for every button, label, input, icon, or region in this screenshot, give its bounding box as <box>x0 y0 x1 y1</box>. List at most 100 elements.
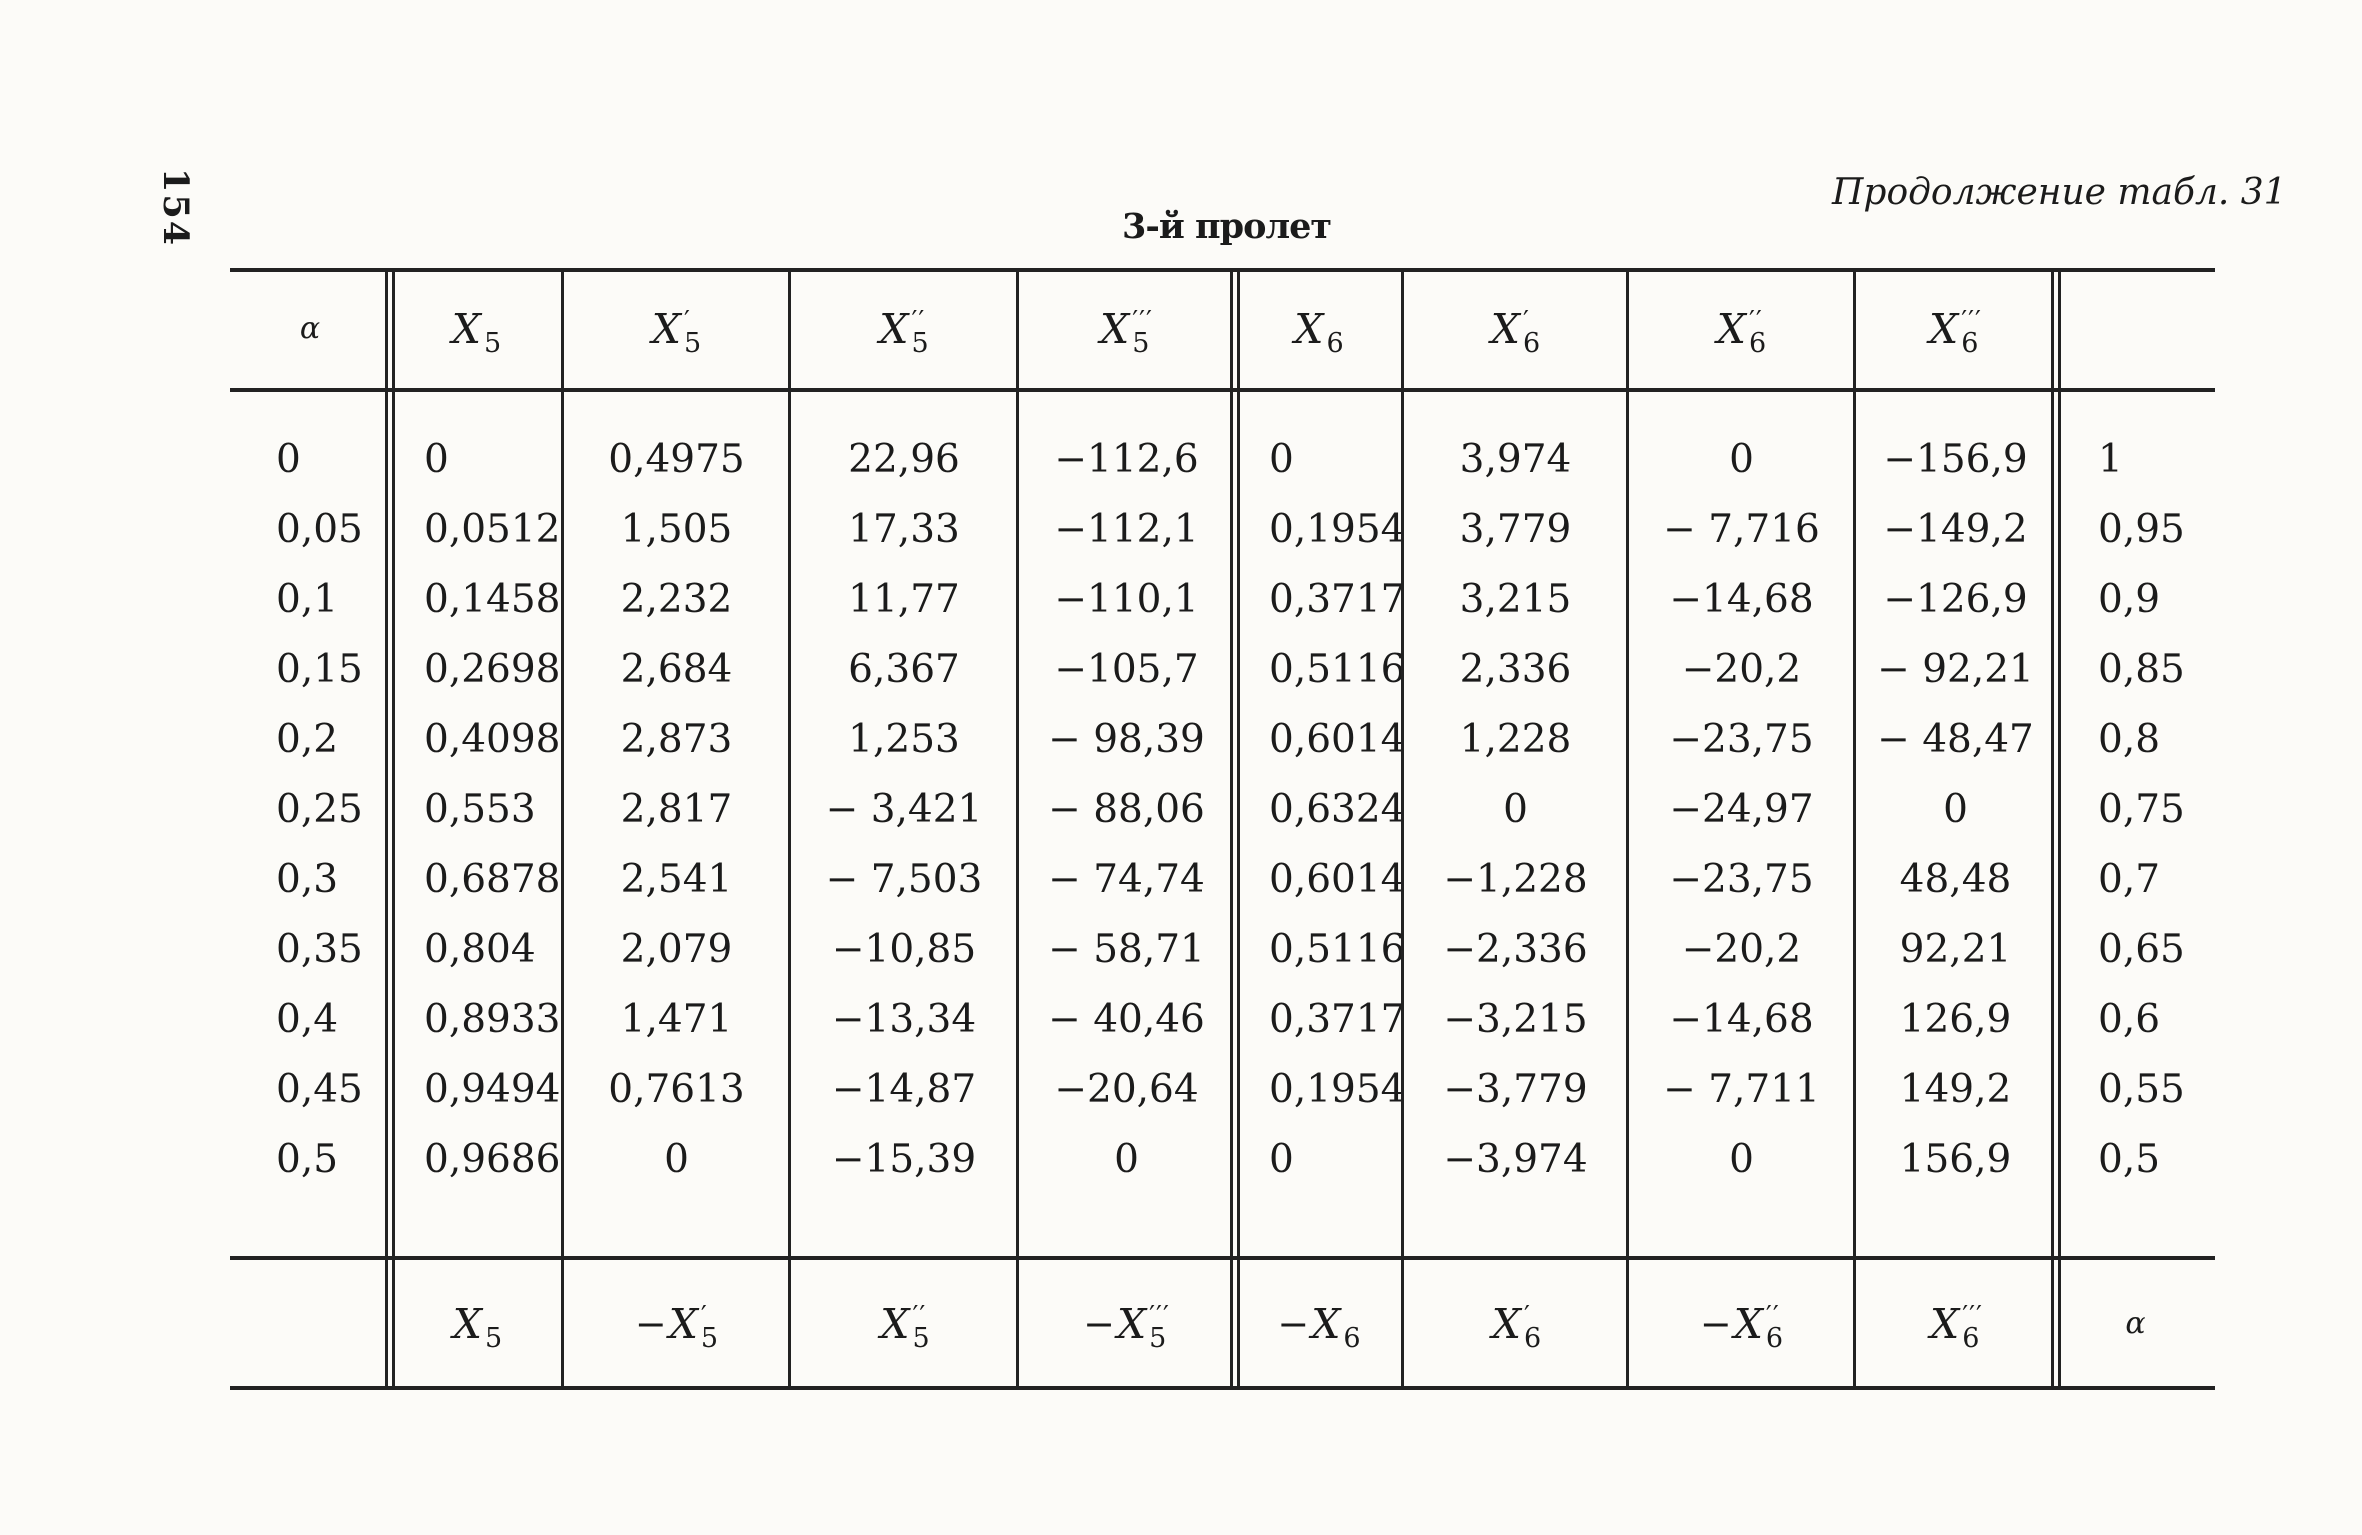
header-bottom-rule <box>230 388 2215 392</box>
vrule-double-after-x5-tprime <box>1230 268 1240 1390</box>
table-row: 0,05 0,0512 1,505 17,33 −112,1 0,1954 3,779 − 7… <box>230 494 2215 564</box>
footer-neg-x5-prime: − X ′ 5 <box>634 1299 719 1354</box>
page-number: 154 <box>155 168 196 248</box>
cell-alpha: 0 <box>276 436 301 482</box>
footer-x5-dprime: X ′′ 5 <box>880 1299 930 1354</box>
cell-alpha: 0,1 <box>276 576 339 622</box>
cell-x6-prime: 2,336 <box>1459 646 1572 692</box>
cell-x5-dprime: 1,253 <box>848 716 960 762</box>
cell-x6-tprime: −156,9 <box>1883 436 2028 482</box>
cell-alpha: 0,2 <box>276 716 339 762</box>
cell-x5-dprime: 11,77 <box>848 576 960 622</box>
cell-alpha: 0,5 <box>276 1136 339 1182</box>
header-last-empty <box>2056 268 2215 390</box>
cell-alpha-mirror: 0,7 <box>2098 856 2161 902</box>
vrule-after-x6-prime <box>1626 268 1629 1390</box>
cell-x5: 0,1458 <box>424 576 561 622</box>
cell-x5-prime: 2,817 <box>620 786 733 832</box>
table-continuation-note: Продолжение табл. 31 <box>1832 172 2287 213</box>
cell-alpha-mirror: 0,65 <box>2098 926 2185 972</box>
cell-alpha-mirror: 1 <box>2098 436 2123 482</box>
cell-x6-prime: 3,974 <box>1459 436 1572 482</box>
cell-x6-dprime: 0 <box>1729 1136 1754 1182</box>
cell-x5-dprime: 17,33 <box>848 506 960 552</box>
cell-alpha-mirror: 0,55 <box>2098 1066 2185 1112</box>
footer-neg-x6-dprime: − X ′′ 6 <box>1699 1299 1784 1354</box>
cell-x5-prime: 1,471 <box>620 996 733 1042</box>
cell-alpha: 0,45 <box>276 1066 363 1112</box>
cell-x5-tprime: −112,6 <box>1054 436 1199 482</box>
cell-alpha: 0,4 <box>276 996 339 1042</box>
cell-x6-tprime: 0 <box>1943 786 1968 832</box>
table-body: 0 0 0,4975 22,96 −112,6 0 3,974 0 −156,9 1 0,05 0,0… <box>230 390 2215 1258</box>
cell-x6: 0,5116 <box>1269 646 1406 692</box>
cell-x6-tprime: 149,2 <box>1899 1066 2012 1112</box>
cell-x5-prime: 2,541 <box>620 856 733 902</box>
cell-alpha-mirror: 0,5 <box>2098 1136 2161 1182</box>
cell-x6: 0,6014 <box>1269 856 1406 902</box>
cell-x6-prime: 0 <box>1503 786 1528 832</box>
alpha-symbol: α <box>2125 1306 2146 1341</box>
cell-x5-prime: 2,232 <box>620 576 733 622</box>
table-row: 0,3 0,6878 2,541 − 7,503 − 74,74 0,6014 −1,228… <box>230 844 2215 914</box>
cell-x6-tprime: 92,21 <box>1899 926 2012 972</box>
cell-x6-prime: −3,215 <box>1443 996 1588 1042</box>
cell-x5-tprime: −112,1 <box>1054 506 1199 552</box>
header-x6-prime: X ′ 6 <box>1490 304 1541 359</box>
cell-x6-prime: −1,228 <box>1443 856 1588 902</box>
cell-x5-tprime: −20,64 <box>1054 1066 1199 1112</box>
cell-x5-tprime: −105,7 <box>1054 646 1199 692</box>
cell-x5-prime: 1,505 <box>620 506 733 552</box>
cell-alpha-mirror: 0,95 <box>2098 506 2185 552</box>
table-row: 0,35 0,804 2,079 −10,85 − 58,71 0,5116 −2,336 −… <box>230 914 2215 984</box>
cell-alpha: 0,35 <box>276 926 363 972</box>
cell-x6: 0,5116 <box>1269 926 1406 972</box>
cell-x5-tprime: − 74,74 <box>1048 856 1205 902</box>
cell-x6-tprime: 156,9 <box>1899 1136 2012 1182</box>
table-row: 0,1 0,1458 2,232 11,77 −110,1 0,3717 3,215 −14,… <box>230 564 2215 634</box>
footer-x6-prime: X ′ 6 <box>1491 1299 1542 1354</box>
cell-x6-prime: 3,779 <box>1459 506 1572 552</box>
table-row: 0,4 0,8933 1,471 −13,34 − 40,46 0,3717 −3,215 −… <box>230 984 2215 1054</box>
cell-x6: 0,1954 <box>1269 1066 1406 1112</box>
footer-neg-x5-tprime: − X ′′′ 5 <box>1083 1299 1170 1354</box>
vrule-after-x6-dprime <box>1853 268 1856 1390</box>
cell-x6-dprime: −14,68 <box>1669 576 1814 622</box>
table-row: 0,45 0,9494 0,7613 −14,87 −20,64 0,1954 −3,779… <box>230 1054 2215 1124</box>
cell-x6-tprime: 48,48 <box>1899 856 2012 902</box>
header-x6-tprime: X ′′′ 6 <box>1929 304 1982 359</box>
cell-alpha: 0,05 <box>276 506 363 552</box>
cell-x6-dprime: −23,75 <box>1669 856 1814 902</box>
cell-x6-prime: −3,779 <box>1443 1066 1588 1112</box>
table-row: 0 0 0,4975 22,96 −112,6 0 3,974 0 −156,9 1 <box>230 424 2215 494</box>
cell-alpha-mirror: 0,8 <box>2098 716 2161 762</box>
cell-x5-prime: 2,684 <box>620 646 733 692</box>
cell-x6-dprime: −23,75 <box>1669 716 1814 762</box>
cell-x6-dprime: −24,97 <box>1669 786 1814 832</box>
cell-x6-prime: 1,228 <box>1459 716 1572 762</box>
cell-x5-tprime: −110,1 <box>1054 576 1199 622</box>
cell-x5-prime: 2,079 <box>620 926 733 972</box>
cell-x6-tprime: −149,2 <box>1883 506 2028 552</box>
table-title: 3-й пролет <box>1122 206 1332 247</box>
cell-x6: 0,6324 <box>1269 786 1406 832</box>
cell-alpha: 0,3 <box>276 856 339 902</box>
cell-x5-dprime: −13,34 <box>831 996 977 1042</box>
cell-x5-prime: 0,7613 <box>608 1066 745 1112</box>
cell-x5-dprime: −15,39 <box>831 1136 977 1182</box>
table-bottom-rule <box>230 1386 2215 1390</box>
cell-x5-dprime: − 7,503 <box>825 856 983 902</box>
table-row: 0,5 0,9686 0 −15,39 0 0 −3,974 0 156,9 0,5 <box>230 1124 2215 1194</box>
cell-x6-dprime: − 7,711 <box>1663 1066 1820 1112</box>
cell-x5: 0,0512 <box>424 506 561 552</box>
cell-x6-prime: 3,215 <box>1459 576 1572 622</box>
vrule-after-x5 <box>561 268 564 1390</box>
cell-x6-prime: −2,336 <box>1443 926 1588 972</box>
cell-x5-dprime: 22,96 <box>848 436 960 482</box>
table-row: 0,2 0,4098 2,873 1,253 − 98,39 0,6014 1,228 −23… <box>230 704 2215 774</box>
header-x5-prime: X ′ 5 <box>651 304 702 359</box>
